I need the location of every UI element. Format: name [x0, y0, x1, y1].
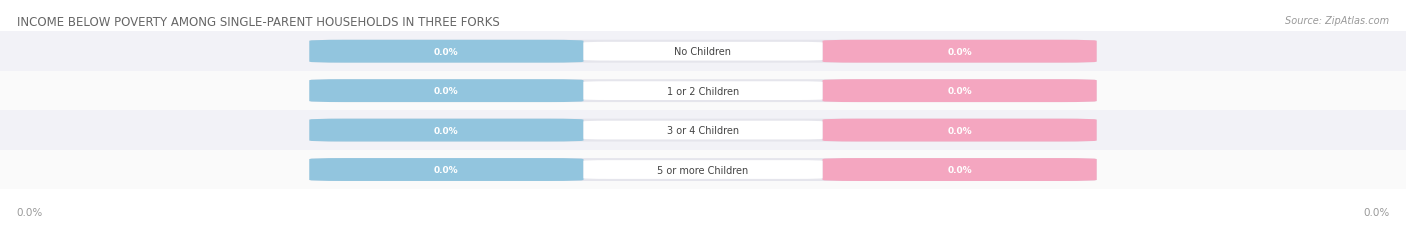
FancyBboxPatch shape [583, 121, 823, 140]
Text: 3 or 4 Children: 3 or 4 Children [666, 125, 740, 136]
FancyBboxPatch shape [309, 158, 583, 181]
FancyBboxPatch shape [0, 111, 1406, 150]
Text: No Children: No Children [675, 47, 731, 57]
Text: 0.0%: 0.0% [434, 126, 458, 135]
FancyBboxPatch shape [823, 158, 1097, 181]
FancyBboxPatch shape [583, 161, 823, 179]
Text: 0.0%: 0.0% [434, 165, 458, 174]
FancyBboxPatch shape [823, 80, 1097, 103]
Text: 5 or more Children: 5 or more Children [658, 165, 748, 175]
FancyBboxPatch shape [309, 41, 583, 63]
FancyBboxPatch shape [823, 119, 1097, 142]
Text: 0.0%: 0.0% [948, 48, 972, 56]
FancyBboxPatch shape [0, 32, 1406, 72]
FancyBboxPatch shape [309, 80, 1097, 103]
FancyBboxPatch shape [583, 43, 823, 61]
FancyBboxPatch shape [309, 119, 1097, 142]
Text: 0.0%: 0.0% [948, 87, 972, 96]
FancyBboxPatch shape [309, 80, 583, 103]
FancyBboxPatch shape [309, 158, 1097, 181]
Text: 0.0%: 0.0% [948, 165, 972, 174]
FancyBboxPatch shape [0, 150, 1406, 189]
FancyBboxPatch shape [823, 41, 1097, 63]
Text: Source: ZipAtlas.com: Source: ZipAtlas.com [1285, 16, 1389, 26]
Text: 0.0%: 0.0% [17, 207, 44, 217]
FancyBboxPatch shape [309, 119, 583, 142]
Text: 0.0%: 0.0% [434, 48, 458, 56]
Text: 0.0%: 0.0% [434, 87, 458, 96]
Text: 1 or 2 Children: 1 or 2 Children [666, 86, 740, 96]
FancyBboxPatch shape [0, 72, 1406, 111]
Text: INCOME BELOW POVERTY AMONG SINGLE-PARENT HOUSEHOLDS IN THREE FORKS: INCOME BELOW POVERTY AMONG SINGLE-PARENT… [17, 16, 499, 29]
Text: 0.0%: 0.0% [1362, 207, 1389, 217]
FancyBboxPatch shape [583, 82, 823, 100]
Text: 0.0%: 0.0% [948, 126, 972, 135]
FancyBboxPatch shape [309, 41, 1097, 63]
